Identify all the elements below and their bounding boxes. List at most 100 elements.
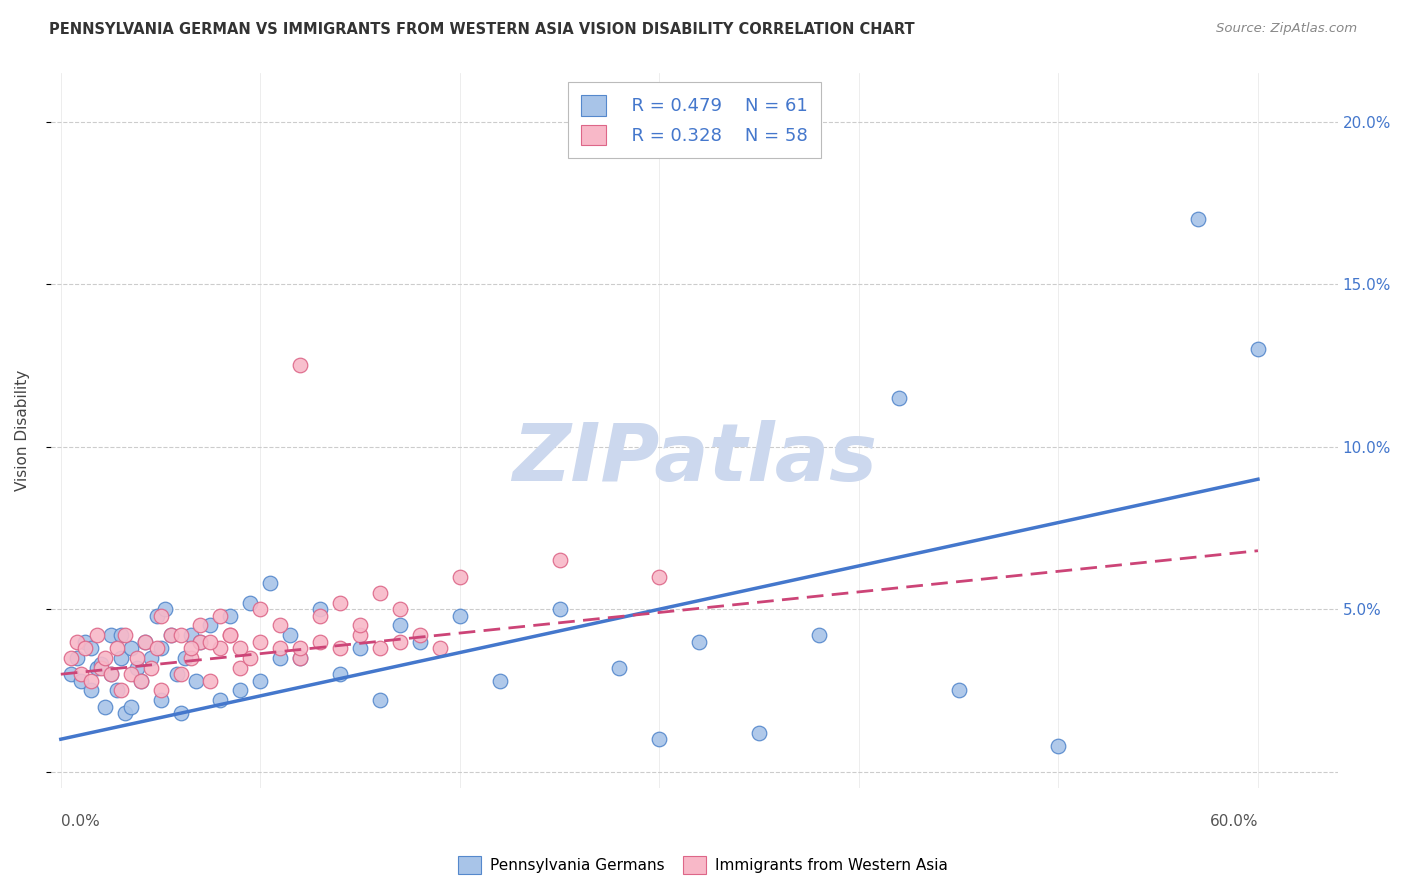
Point (69, 667, 91, 681)
Point (66, 634, 89, 648)
Point (278, 628, 301, 642)
Point (110, 651, 132, 665)
Point (808, 628, 831, 642)
Point (1047, 739, 1070, 753)
Point (125, 661, 148, 675)
Point (229, 661, 252, 675)
Point (200, 618, 222, 632)
Text: PENNSYLVANIA GERMAN VS IMMIGRANTS FROM WESTERN ASIA VISION DISABILITY CORRELATIO: PENNSYLVANIA GERMAN VS IMMIGRANTS FROM W… (49, 22, 915, 37)
Point (290, 651, 312, 665)
Point (349, 641, 371, 656)
Point (159, 628, 181, 642)
Point (249, 602, 271, 616)
Point (139, 661, 162, 675)
Point (86, 661, 108, 675)
Point (100, 667, 122, 681)
Point (90, 657, 112, 672)
Point (329, 667, 352, 681)
Point (134, 634, 156, 648)
Point (388, 634, 411, 648)
Point (149, 641, 172, 656)
Text: ZIPatlas: ZIPatlas (512, 420, 877, 498)
Point (129, 673, 152, 688)
Point (609, 661, 631, 675)
Point (449, 570, 471, 584)
Point (105, 641, 128, 656)
Point (219, 628, 242, 642)
Point (145, 641, 167, 656)
Point (110, 628, 132, 642)
Point (90, 661, 112, 675)
Point (239, 596, 262, 610)
Point (73, 634, 96, 648)
Point (388, 618, 411, 632)
Point (409, 634, 432, 648)
Point (114, 706, 136, 721)
Point (114, 628, 136, 642)
Point (290, 359, 312, 373)
Point (169, 667, 191, 681)
Point (648, 732, 671, 747)
Point (66, 651, 89, 665)
Point (59, 651, 82, 665)
Point (1247, 343, 1270, 357)
Y-axis label: Vision Disability: Vision Disability (15, 370, 30, 491)
Point (80, 673, 103, 688)
Point (169, 628, 191, 642)
Point (229, 641, 252, 656)
Point (349, 618, 371, 632)
Point (349, 628, 371, 642)
Point (120, 699, 142, 714)
Point (73, 641, 96, 656)
Point (290, 641, 312, 656)
Point (129, 673, 152, 688)
Point (179, 641, 201, 656)
Point (80, 641, 103, 656)
Text: 60.0%: 60.0% (1209, 814, 1258, 829)
Point (169, 706, 191, 721)
Point (239, 651, 262, 665)
Point (190, 618, 212, 632)
Point (190, 634, 212, 648)
Legend:   R = 0.479    N = 61,   R = 0.328    N = 58: R = 0.479 N = 61, R = 0.328 N = 58 (568, 82, 821, 158)
Point (269, 651, 291, 665)
Point (449, 608, 471, 623)
Text: 0.0%: 0.0% (60, 814, 100, 829)
Point (219, 628, 242, 642)
Point (149, 693, 172, 707)
Point (159, 628, 181, 642)
Point (149, 683, 172, 698)
Point (409, 628, 432, 642)
Point (200, 673, 222, 688)
Point (548, 602, 571, 616)
Point (948, 683, 970, 698)
Point (179, 651, 201, 665)
Point (105, 683, 128, 698)
Point (69, 673, 91, 688)
Point (190, 634, 212, 648)
Point (209, 608, 232, 623)
Point (120, 667, 142, 681)
Point (259, 576, 281, 591)
Point (166, 667, 188, 681)
Point (139, 651, 162, 665)
Point (86, 628, 108, 642)
Point (269, 641, 291, 656)
Point (80, 683, 103, 698)
Point (149, 608, 172, 623)
Point (110, 683, 132, 698)
Legend: Pennsylvania Germans, Immigrants from Western Asia: Pennsylvania Germans, Immigrants from We… (451, 850, 955, 880)
Point (488, 673, 510, 688)
Point (1187, 212, 1209, 227)
Point (173, 651, 195, 665)
Point (100, 667, 122, 681)
Point (748, 725, 770, 739)
Point (134, 634, 156, 648)
Point (329, 641, 352, 656)
Point (219, 608, 242, 623)
Point (329, 596, 352, 610)
Point (120, 641, 142, 656)
Point (100, 628, 122, 642)
Point (648, 570, 671, 584)
Point (290, 651, 312, 665)
